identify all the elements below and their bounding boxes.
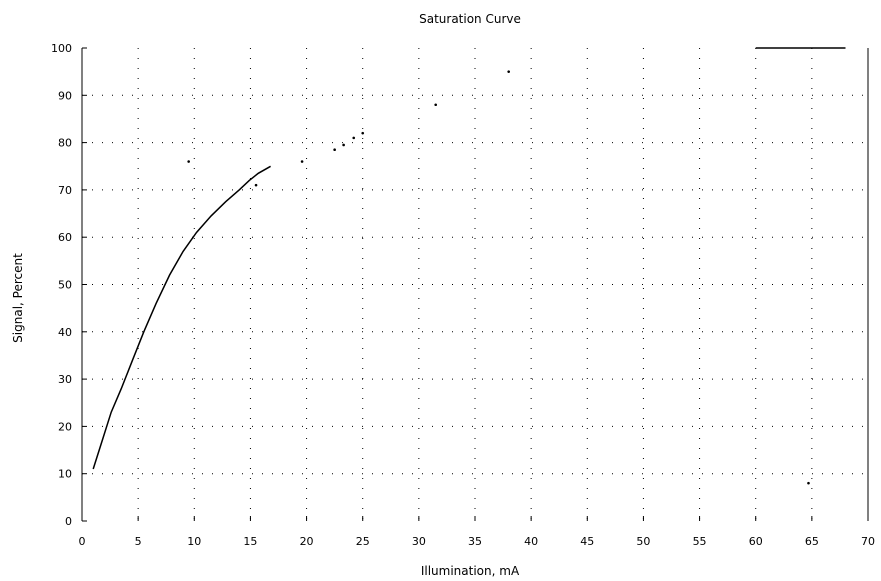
- y-tick-label: 80: [58, 137, 72, 150]
- data-point: [361, 131, 365, 135]
- data-point: [342, 143, 345, 147]
- x-tick-label: 65: [805, 535, 819, 548]
- x-tick-label: 30: [412, 535, 426, 548]
- y-tick-label: 70: [58, 184, 72, 197]
- data-point: [300, 160, 304, 163]
- y-tick-label: 0: [65, 515, 72, 528]
- x-tick-label: 15: [243, 535, 257, 548]
- y-tick-label: 10: [58, 468, 72, 481]
- x-tick-label: 45: [580, 535, 594, 548]
- x-tick-label: 40: [524, 535, 538, 548]
- y-ticks: 0 10 20 30 40 50 60 70 80 90 100: [51, 42, 87, 528]
- x-ticks: 0 5 10 15 20 25 30 35 40 45 50 55 60 65 70: [79, 516, 875, 548]
- y-tick-label: 60: [58, 231, 72, 244]
- data-point: [807, 481, 810, 485]
- y-tick-label: 40: [58, 326, 72, 339]
- x-tick-label: 55: [693, 535, 707, 548]
- grid: [82, 48, 868, 521]
- y-tick-label: 100: [51, 42, 72, 55]
- series-line: [92, 165, 271, 470]
- x-tick-label: 20: [300, 535, 314, 548]
- x-tick-label: 0: [79, 535, 86, 548]
- x-tick-label: 50: [636, 535, 650, 548]
- y-axis-label: Signal, Percent: [11, 253, 25, 343]
- x-tick-label: 60: [749, 535, 763, 548]
- data-point: [352, 136, 356, 140]
- scatter-points: [187, 70, 810, 485]
- y-tick-label: 90: [58, 89, 72, 102]
- chart-title: Saturation Curve: [419, 12, 521, 26]
- x-tick-label: 25: [356, 535, 370, 548]
- data-point: [187, 160, 190, 163]
- data-point: [333, 148, 336, 151]
- y-tick-label: 50: [58, 279, 72, 292]
- x-tick-label: 10: [187, 535, 201, 548]
- y-tick-label: 20: [58, 420, 72, 433]
- x-axis-label: Illumination, mA: [421, 564, 520, 578]
- x-tick-label: 5: [135, 535, 142, 548]
- x-tick-label: 70: [861, 535, 875, 548]
- y-tick-label: 30: [58, 373, 72, 386]
- data-point: [507, 70, 510, 73]
- x-tick-label: 35: [468, 535, 482, 548]
- series: [92, 47, 846, 470]
- data-point: [254, 183, 258, 187]
- data-point: [434, 103, 438, 107]
